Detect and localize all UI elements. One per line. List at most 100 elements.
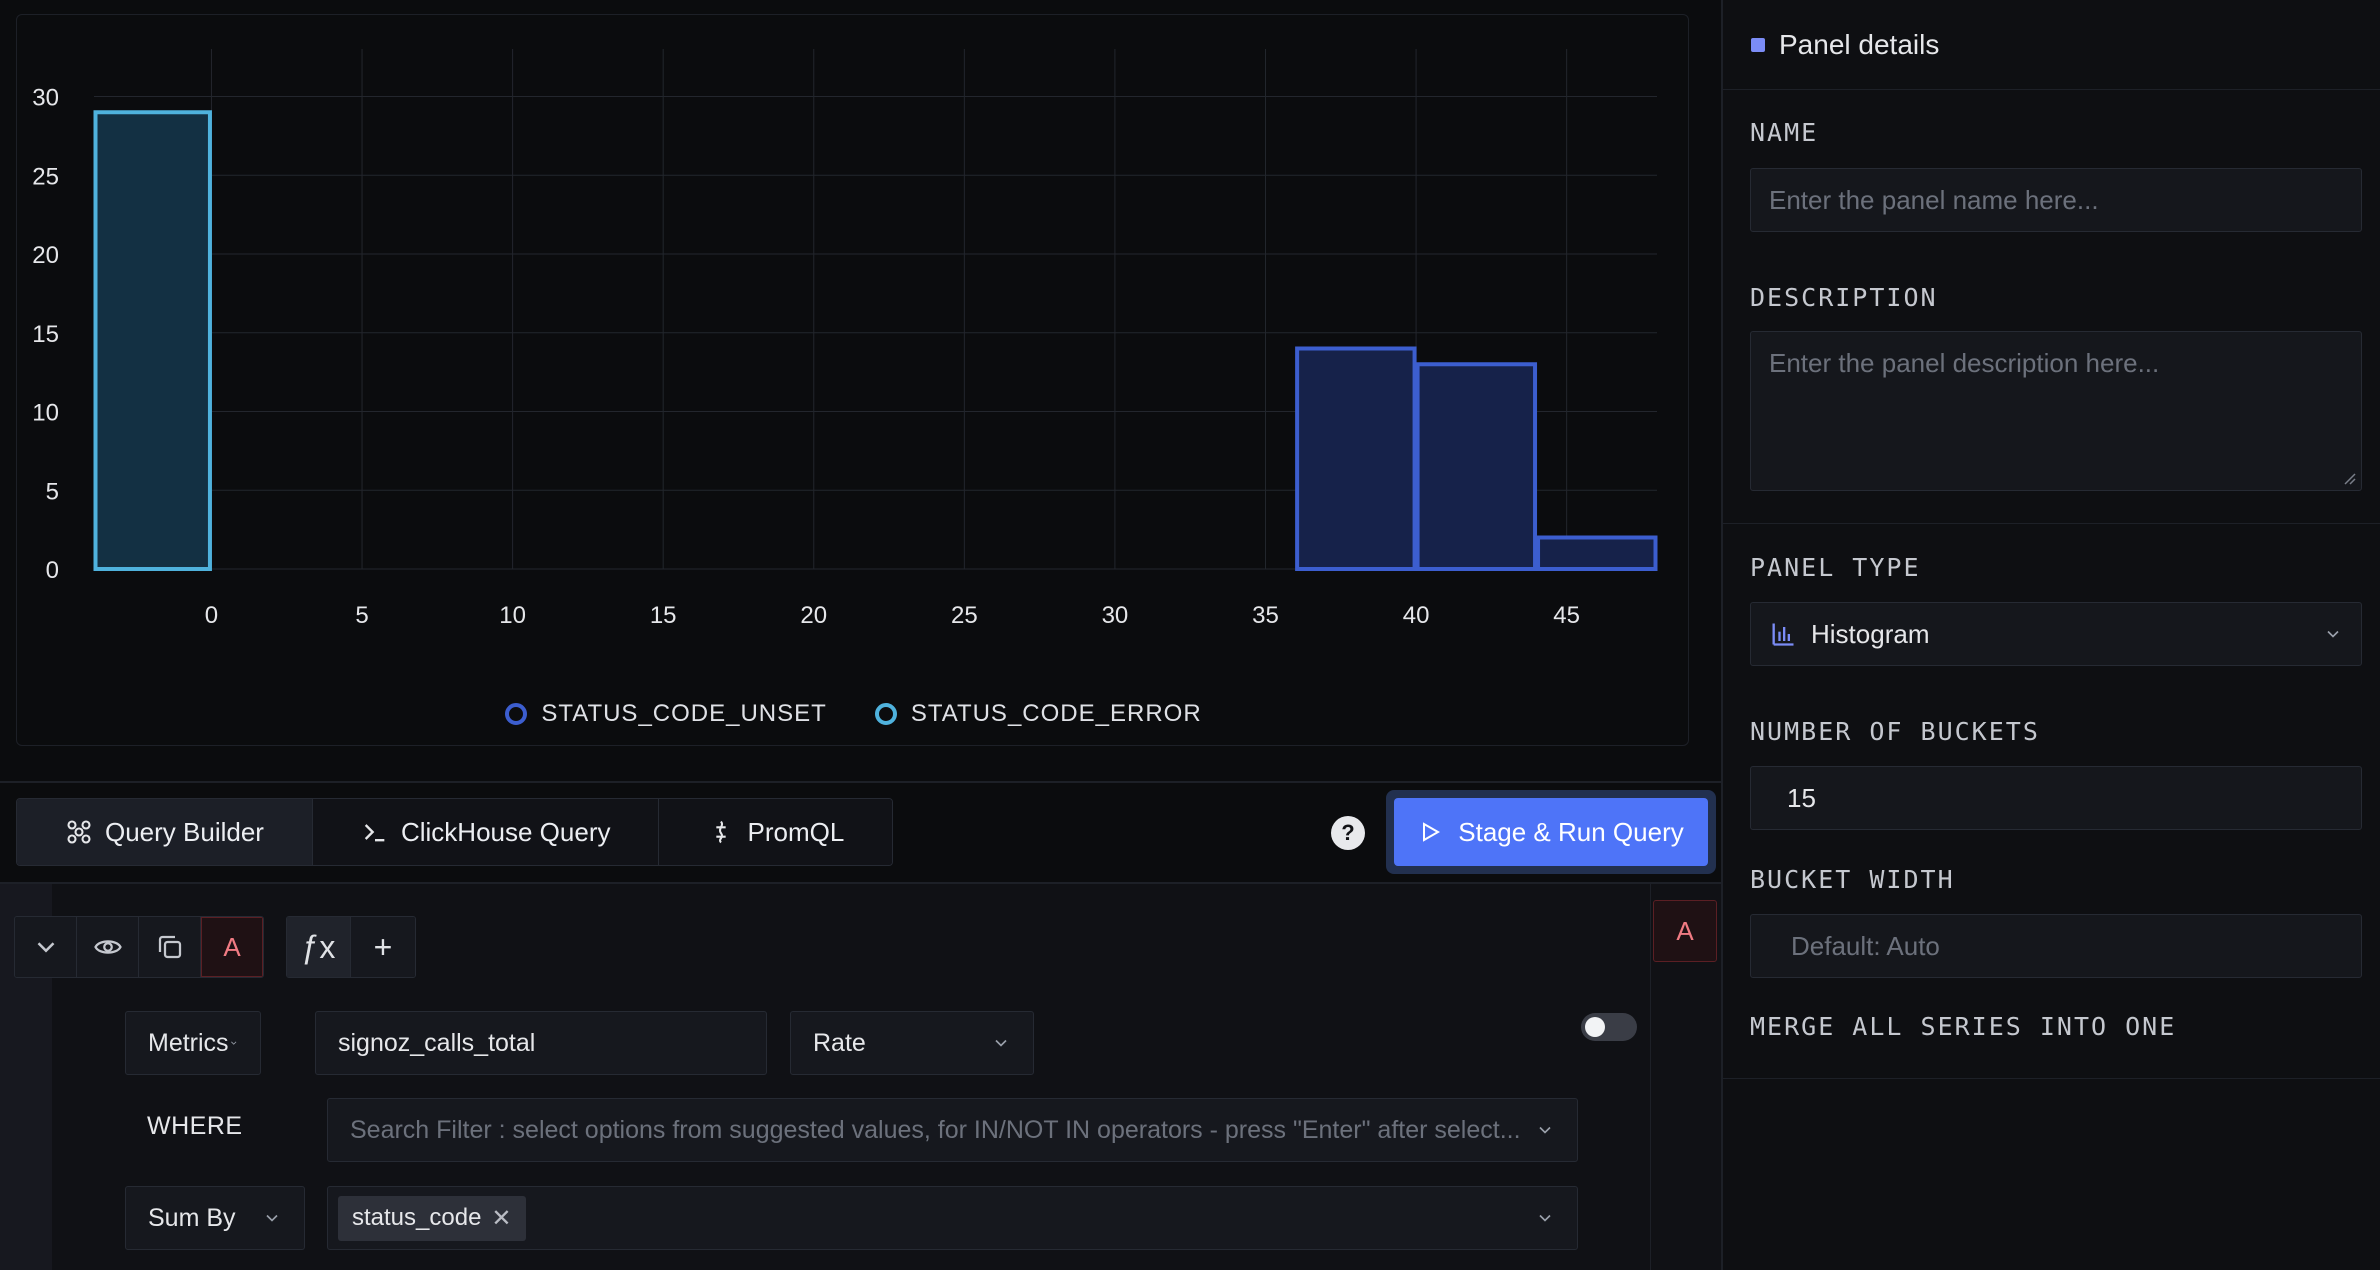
name-label: NAME xyxy=(1750,118,1819,147)
chevron-down-icon xyxy=(2327,630,2339,638)
legend-item-unset[interactable]: STATUS_CODE_UNSET xyxy=(505,700,827,728)
eye-icon xyxy=(93,940,122,954)
merge-series-label: MERGE ALL SERIES INTO ONE xyxy=(1750,1012,2177,1041)
chevron-down-icon xyxy=(230,1041,236,1045)
description-label: DESCRIPTION xyxy=(1750,283,1938,312)
tab-promql[interactable]: PromQL xyxy=(659,799,893,865)
histogram-bar xyxy=(93,110,212,571)
panel-details-sidebar: Panel details NAME Enter the panel name … xyxy=(1721,0,2380,1270)
x-tick-label: 0 xyxy=(205,602,218,629)
resize-handle-icon[interactable] xyxy=(2341,470,2357,486)
y-tick-label: 15 xyxy=(32,321,59,348)
histogram-bar xyxy=(1536,535,1658,571)
group-by-operator-select[interactable]: Sum By xyxy=(125,1186,305,1250)
divider xyxy=(1723,523,2380,524)
histogram-bar xyxy=(1415,362,1538,571)
query-letter-badge-right[interactable]: A xyxy=(1653,900,1717,962)
x-tick-label: 40 xyxy=(1403,602,1430,629)
panel-details-title: Panel details xyxy=(1779,28,1940,60)
x-tick-label: 25 xyxy=(951,602,978,629)
merge-series-toggle[interactable] xyxy=(1581,1013,1637,1041)
stage-and-run-button[interactable]: Stage & Run Query xyxy=(1394,798,1708,866)
number-of-buckets-label: NUMBER OF BUCKETS xyxy=(1750,717,2040,746)
toggle-visibility-button[interactable] xyxy=(77,917,139,977)
add-formula-button[interactable]: ƒx xyxy=(287,917,351,977)
copy-query-button[interactable] xyxy=(139,917,201,977)
legend-item-error[interactable]: STATUS_CODE_ERROR xyxy=(874,700,1202,728)
chevron-down-icon xyxy=(37,942,54,953)
y-tick-label: 25 xyxy=(32,163,59,190)
histogram-bar xyxy=(1295,346,1417,571)
chevron-down-icon xyxy=(995,1039,1007,1047)
legend-marker-error xyxy=(874,703,897,725)
panel-description-placeholder: Enter the panel description here... xyxy=(1769,348,2160,378)
panel-details-icon xyxy=(1751,37,1765,52)
x-tick-label: 5 xyxy=(355,602,368,629)
y-tick-label: 20 xyxy=(32,242,59,269)
panel-type-select[interactable]: Histogram xyxy=(1750,602,2362,666)
y-tick-label: 30 xyxy=(32,85,59,112)
group-by-field[interactable]: status_code ✕ xyxy=(327,1186,1578,1250)
chevron-down-icon xyxy=(266,1214,278,1222)
x-tick-label: 35 xyxy=(1252,602,1279,629)
terminal-icon xyxy=(364,824,385,842)
group-by-tag-label: status_code xyxy=(352,1204,482,1231)
add-query-button[interactable]: + xyxy=(351,917,415,977)
number-of-buckets-value: 15 xyxy=(1787,782,1816,813)
panel-details-header: Panel details xyxy=(1723,0,2380,90)
metric-name-field[interactable]: signoz_calls_total xyxy=(315,1011,767,1075)
chevron-down-icon xyxy=(1539,1214,1551,1222)
bucket-width-placeholder: Default: Auto xyxy=(1791,930,1940,961)
data-source-value: Metrics xyxy=(148,1028,229,1057)
number-of-buckets-input[interactable]: 15 xyxy=(1750,766,2362,830)
bucket-width-input[interactable]: Default: Auto xyxy=(1750,914,2362,978)
copy-icon xyxy=(158,935,181,959)
divider xyxy=(1723,1078,2380,1079)
aggregation-select[interactable]: Rate xyxy=(790,1011,1034,1075)
x-tick-label: 15 xyxy=(650,602,677,629)
legend-label-unset: STATUS_CODE_UNSET xyxy=(541,700,827,727)
tab-clickhouse-label: ClickHouse Query xyxy=(400,816,611,847)
histogram-icon xyxy=(1772,623,1794,646)
group-by-operator-value: Sum By xyxy=(148,1203,236,1232)
chevron-down-icon xyxy=(1539,1126,1551,1134)
panel-type-label: PANEL TYPE xyxy=(1750,553,1921,582)
x-tick-label: 30 xyxy=(1102,602,1129,629)
histogram-chart: 0 5 10 15 20 25 30 0 5 10 15 20 25 30 35 40 45 STATUS_CO… xyxy=(16,14,1689,746)
chart-svg: 0 5 10 15 20 25 30 0 5 10 15 20 25 30 35 40 45 xyxy=(32,49,1658,629)
tab-query-builder[interactable]: Query Builder xyxy=(17,799,313,865)
where-filter-placeholder: Search Filter : select options from sugg… xyxy=(350,1115,1521,1144)
x-tick-label: 45 xyxy=(1553,602,1580,629)
tab-query-builder-label: Query Builder xyxy=(105,816,264,847)
query-actions: A xyxy=(14,916,264,978)
metric-name-value: signoz_calls_total xyxy=(338,1028,536,1057)
close-icon[interactable]: ✕ xyxy=(491,1204,512,1232)
formula-actions: ƒx + xyxy=(286,916,416,978)
y-tick-label: 10 xyxy=(32,400,59,427)
where-label: WHERE xyxy=(147,1112,243,1140)
divider xyxy=(0,882,1721,884)
panel-type-value: Histogram xyxy=(1811,618,1930,649)
help-icon[interactable]: ? xyxy=(1331,816,1365,850)
query-letter-badge[interactable]: A xyxy=(201,917,263,977)
play-icon xyxy=(1423,822,1441,842)
bucket-width-label: BUCKET WIDTH xyxy=(1750,865,1955,894)
where-filter-input[interactable]: Search Filter : select options from sugg… xyxy=(327,1098,1578,1162)
data-source-select[interactable]: Metrics xyxy=(125,1011,261,1075)
panel-description-textarea[interactable]: Enter the panel description here... xyxy=(1750,331,2362,491)
panel-name-placeholder: Enter the panel name here... xyxy=(1769,184,2099,215)
stage-and-run-label: Stage & Run Query xyxy=(1458,816,1684,847)
legend-marker-unset xyxy=(505,703,528,725)
tab-promql-label: PromQL xyxy=(747,816,845,847)
query-builder-icon xyxy=(67,820,91,844)
y-tick-label: 0 xyxy=(46,557,59,584)
collapse-button[interactable] xyxy=(15,917,77,977)
chart-legend: STATUS_CODE_UNSET STATUS_CODE_ERROR xyxy=(17,700,1690,728)
x-tick-label: 10 xyxy=(499,602,526,629)
legend-label-error: STATUS_CODE_ERROR xyxy=(910,700,1202,727)
promql-icon xyxy=(716,820,727,844)
aggregation-value: Rate xyxy=(813,1028,866,1057)
group-by-tag: status_code ✕ xyxy=(338,1195,526,1241)
tab-clickhouse[interactable]: ClickHouse Query xyxy=(312,799,660,865)
panel-name-input[interactable]: Enter the panel name here... xyxy=(1750,168,2362,232)
